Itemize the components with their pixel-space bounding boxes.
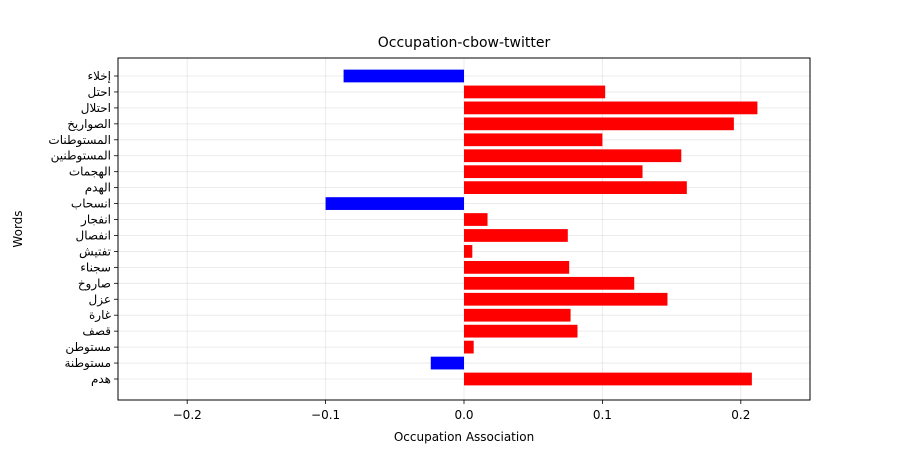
bar bbox=[464, 101, 758, 115]
bar bbox=[464, 229, 568, 242]
y-tick-label: انفجار bbox=[80, 213, 111, 228]
bar bbox=[430, 356, 464, 370]
y-tick-label: الصواريخ bbox=[67, 117, 111, 132]
y-tick-label: انسحاب bbox=[71, 197, 111, 211]
bar bbox=[464, 324, 578, 338]
y-tick-label: هدم bbox=[91, 372, 111, 386]
x-tick-label: 0.1 bbox=[593, 408, 612, 422]
bar bbox=[464, 292, 668, 306]
y-tick-label: عزل bbox=[89, 292, 112, 307]
y-tick-label: تفتيش bbox=[79, 244, 111, 259]
y-tick-label: الهدم bbox=[85, 181, 111, 195]
bar bbox=[464, 149, 682, 163]
bar bbox=[464, 117, 734, 131]
bar bbox=[464, 133, 603, 147]
bar bbox=[464, 85, 606, 99]
y-tick-label: انفصال bbox=[75, 228, 111, 242]
bar bbox=[464, 245, 473, 258]
x-tick-label: −0.2 bbox=[173, 408, 202, 422]
x-axis-label: Occupation Association bbox=[394, 430, 534, 444]
y-tick-label: مستوطن bbox=[65, 340, 111, 355]
y-tick-label: مستوطنة bbox=[64, 356, 111, 371]
bar bbox=[464, 181, 687, 195]
y-axis: إخلاء احتل احتلال الصواريخالمستوطناتالمستوط… bbox=[48, 69, 118, 386]
y-tick-label: الهجمات bbox=[69, 165, 111, 179]
x-tick-label: 0.0 bbox=[454, 408, 473, 422]
y-axis-label: Words bbox=[11, 210, 25, 247]
chart-title: Occupation-cbow-twitter bbox=[378, 35, 551, 51]
bar bbox=[464, 340, 474, 354]
bar bbox=[464, 260, 570, 274]
y-tick-label: غارة bbox=[89, 308, 111, 323]
x-tick-label: 0.2 bbox=[731, 408, 750, 422]
bar bbox=[464, 213, 488, 226]
y-tick-label: المستوطنين bbox=[51, 149, 111, 164]
y-tick-label: سجناء bbox=[80, 260, 111, 274]
bar bbox=[325, 197, 464, 210]
bar bbox=[343, 69, 464, 83]
bar bbox=[464, 308, 571, 322]
bar bbox=[464, 165, 643, 179]
bars bbox=[325, 69, 758, 386]
x-tick-label: −0.1 bbox=[311, 408, 340, 422]
y-tick-label: احتلال bbox=[81, 101, 111, 115]
y-tick-label: المستوطنات bbox=[48, 133, 111, 148]
y-tick-label: احتل bbox=[88, 85, 111, 99]
y-tick-label: صاروخ bbox=[78, 276, 111, 291]
y-tick-label: قصف bbox=[82, 324, 111, 338]
bar bbox=[464, 276, 635, 290]
y-tick-label: إخلاء bbox=[87, 69, 111, 83]
x-axis: −0.2 −0.1 0.0 0.1 0.2 bbox=[173, 400, 750, 422]
bar bbox=[464, 372, 752, 386]
